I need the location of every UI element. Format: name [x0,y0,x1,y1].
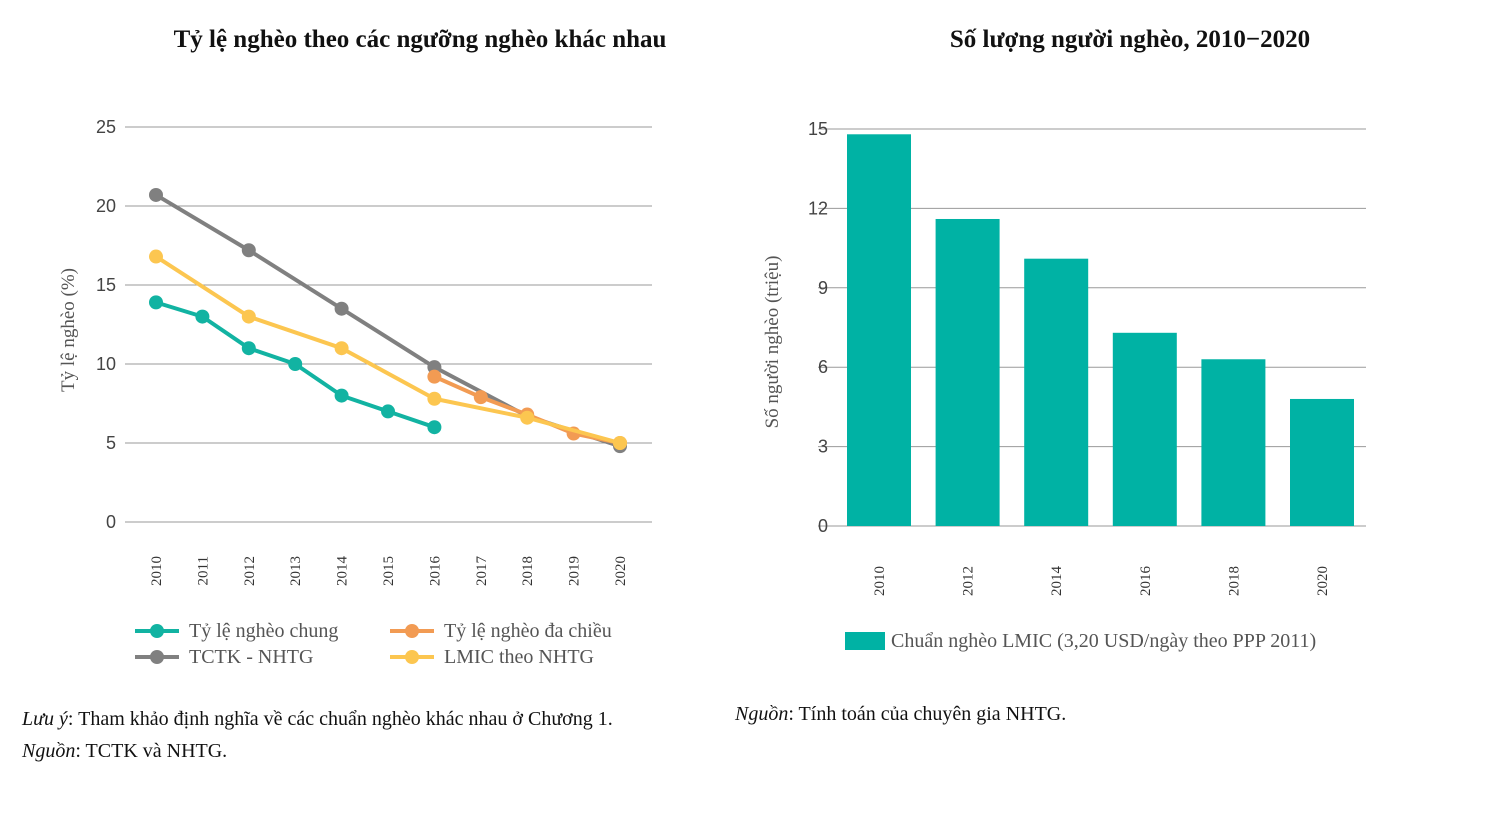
data-point [334,341,349,356]
legend-label: LMIC theo NHTG [444,646,594,668]
x-tick-label: 2010 [149,556,165,586]
y-tick-label: 25 [96,117,116,137]
legend-marker [135,624,179,638]
bar [1112,332,1177,526]
x-tick-label: 2016 [427,556,443,587]
y-tick-label: 9 [818,278,828,298]
y-tick-label: 0 [106,512,116,532]
source-label: Nguồn [735,703,789,725]
legend-label: Tỷ lệ nghèo đa chiều [444,620,612,642]
right-chart-title: Số lượng người nghèo, 2010−2020 [949,26,1311,53]
bar [1290,398,1354,526]
x-tick-label: 2011 [195,556,211,585]
x-tick-label: 2016 [1138,566,1154,597]
bar [1024,258,1089,526]
y-tick-label: 0 [818,516,828,536]
right-chart-bars [847,134,1354,526]
note-text: : Tham khảo định nghĩa về các chuẩn nghè… [67,708,613,730]
left-chart-gridlines [125,126,652,523]
data-point [427,369,442,384]
source-label: Nguồn [22,740,76,762]
data-point [381,404,395,419]
series-3 [149,249,627,450]
legend-marker [135,650,179,664]
bar [1201,359,1266,526]
source-text: : Tính toán của chuyên gia NHTG. [788,703,1067,725]
right-chart-y-ticks: 0 3 6 9 12 15 [808,119,828,536]
data-point [149,295,163,310]
left-chart-y-axis-label: Tỷ lệ nghèo (%) [58,268,79,392]
x-tick-label: 2013 [288,556,304,586]
data-point [427,420,442,435]
data-point [288,357,303,371]
x-tick-label: 2017 [474,556,490,587]
y-tick-label: 3 [818,437,828,457]
source-line: Nguồn: Tính toán của chuyên gia NHTG. [735,698,1066,730]
data-point [149,187,163,202]
legend-marker [390,650,434,664]
x-tick-label: 2014 [335,556,351,587]
x-tick-label: 2018 [1226,566,1242,596]
data-point [334,388,349,403]
x-tick-label: 2012 [242,556,258,586]
left-chart-notes: Lưu ý: Tham khảo định nghĩa về các chuẩn… [22,703,613,767]
x-tick-label: 2019 [567,556,583,586]
y-tick-label: 6 [818,357,828,377]
y-tick-label: 12 [808,198,828,218]
source-text: : TCTK và NHTG. [75,740,228,762]
x-tick-label: 2018 [520,556,536,586]
x-tick-label: 2020 [613,556,629,586]
data-point [334,301,349,316]
data-point [241,309,256,324]
source-line: Nguồn: TCTK và NHTG. [22,735,613,767]
legend-label: Tỷ lệ nghèo chung [189,620,339,642]
y-tick-label: 15 [808,119,828,139]
data-point [241,243,256,258]
legend-swatch [845,632,885,650]
data-point [520,410,535,425]
left-chart-title: Tỷ lệ nghèo theo các ngưỡng nghèo khác n… [173,26,667,53]
right-chart-y-axis-label: Số người nghèo (triệu) [762,256,783,429]
series-line [154,254,621,445]
right-chart-notes: Nguồn: Tính toán của chuyên gia NHTG. [735,698,1066,730]
bar [935,218,1000,526]
note-label: Lưu ý [22,708,68,730]
data-point [149,249,163,264]
right-chart-x-ticks: 2010 2012 2014 2016 2018 2020 [872,566,1331,597]
y-tick-label: 10 [96,354,116,374]
series-0 [149,295,442,435]
note-line: Lưu ý: Tham khảo định nghĩa về các chuẩn… [22,703,613,735]
left-chart-y-ticks: 0 5 10 15 20 25 [96,117,116,532]
y-tick-label: 20 [96,196,116,216]
y-tick-label: 5 [106,433,116,453]
data-point [613,436,627,450]
left-chart-series [149,187,627,454]
bar [847,134,911,526]
legend-label: TCTK - NHTG [189,646,314,668]
data-point [427,391,442,406]
x-tick-label: 2010 [872,566,888,596]
data-point [241,341,256,356]
x-tick-label: 2015 [381,556,397,586]
data-point [195,309,210,324]
legend-label: Chuẩn nghèo LMIC (3,20 USD/ngày theo PPP… [891,630,1317,652]
data-point [473,390,488,405]
x-tick-label: 2012 [961,566,977,596]
legend-marker [390,624,434,638]
y-tick-label: 15 [96,275,116,295]
x-tick-label: 2014 [1049,566,1065,597]
left-chart-x-ticks: 2010 2011 2012 2013 2014 2015 2016 2017 2018 2019… [149,556,629,587]
x-tick-label: 2020 [1315,566,1331,596]
